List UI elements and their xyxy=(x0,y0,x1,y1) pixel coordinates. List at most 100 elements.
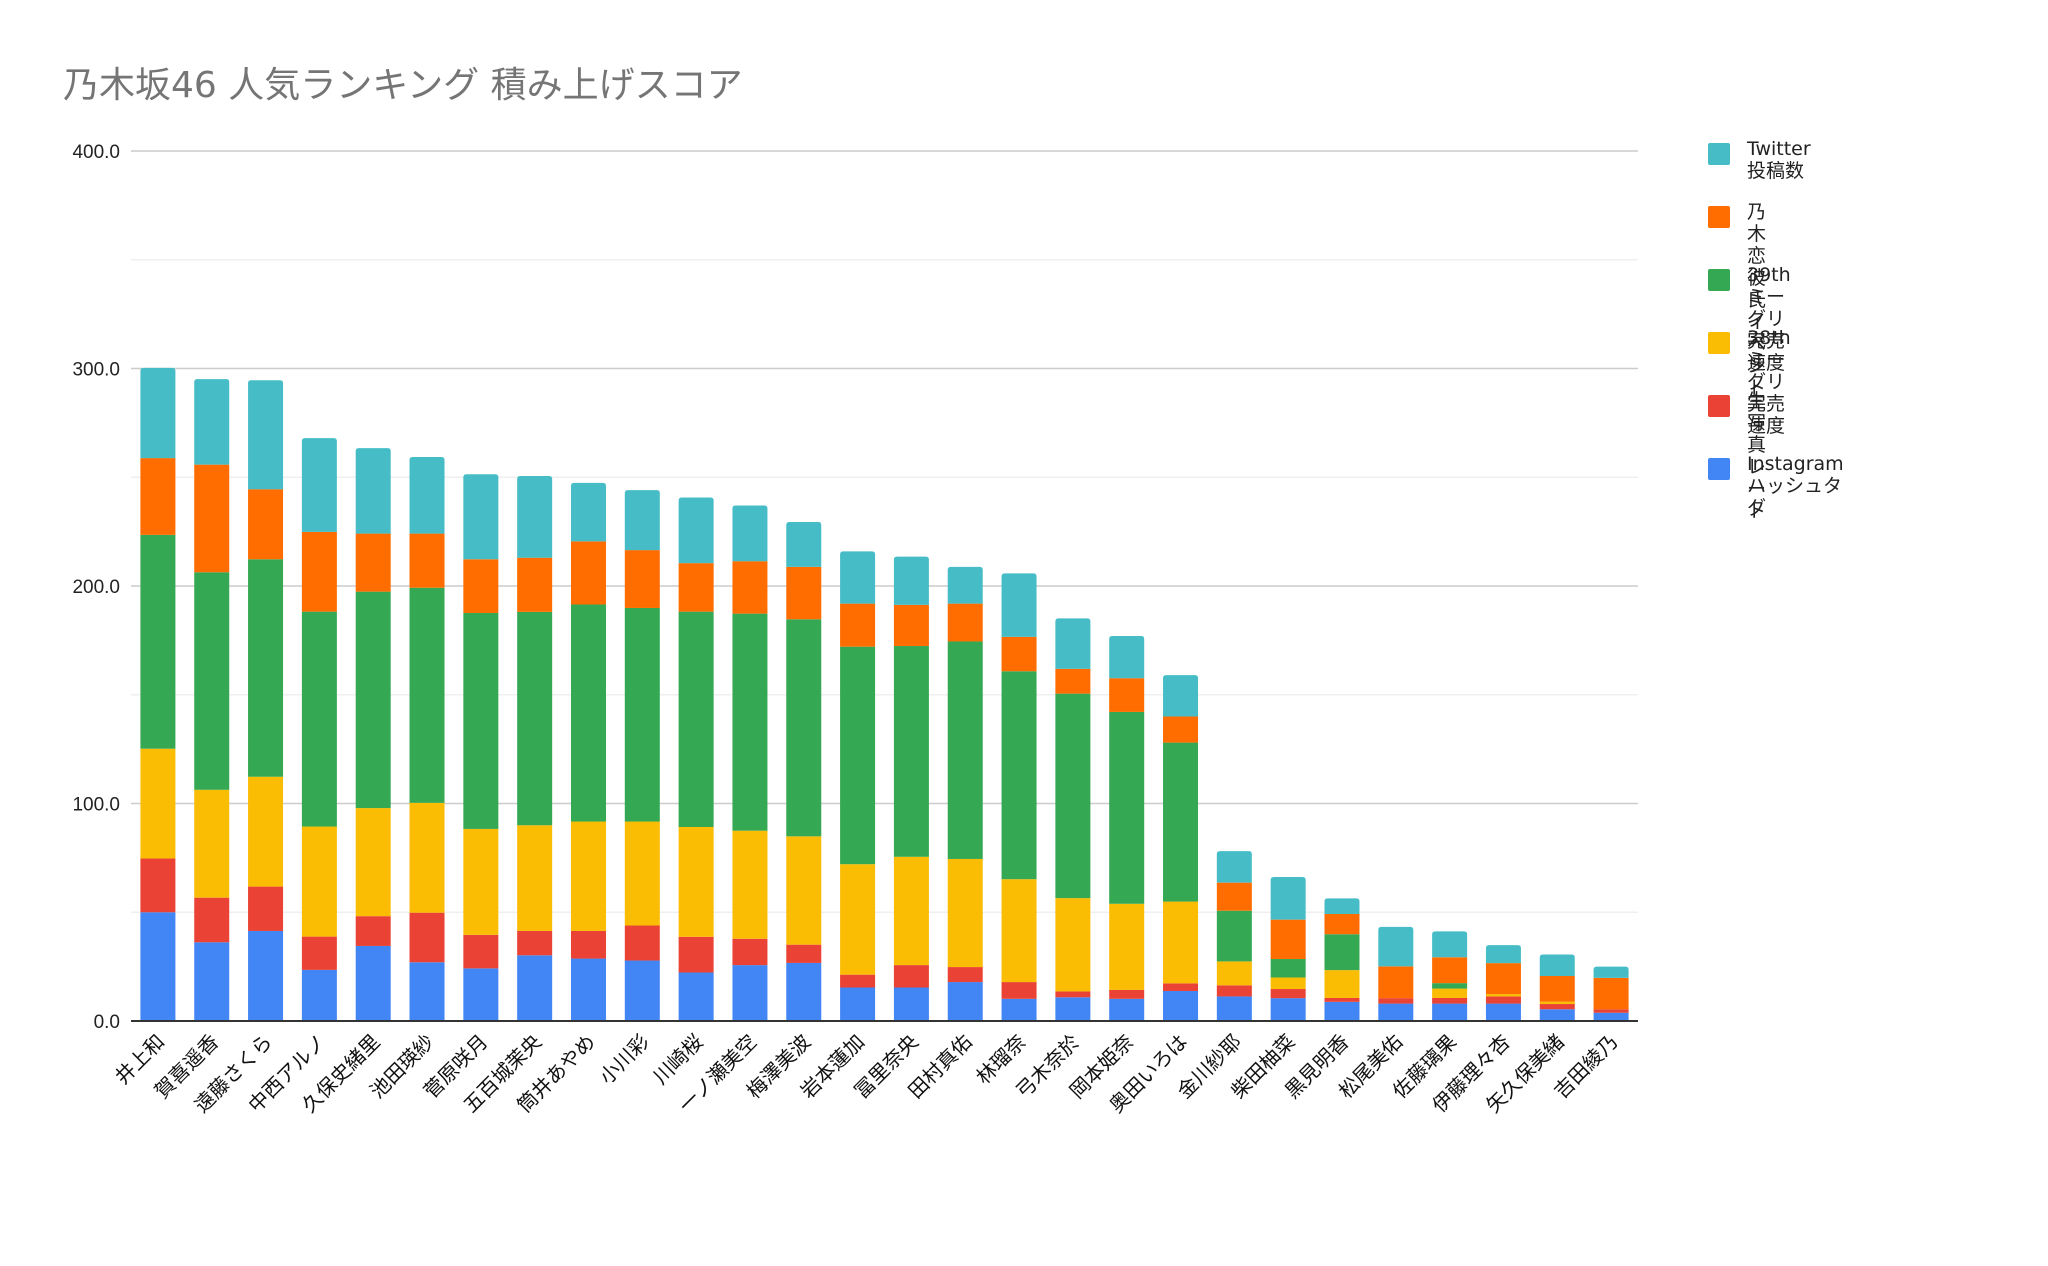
bar-stack xyxy=(463,474,499,1021)
bar-segment xyxy=(517,825,553,931)
bar-segment xyxy=(355,591,391,809)
bar-stack xyxy=(1378,926,1414,1021)
legend-label: 39th ミーグリ完売速度 xyxy=(1747,264,1791,374)
bar-segment xyxy=(678,497,714,564)
bar-segment xyxy=(1109,678,1145,712)
bar-segment xyxy=(1539,954,1575,976)
bar-segment xyxy=(1216,961,1252,986)
bar-segment xyxy=(840,974,876,988)
bar-segment xyxy=(786,619,822,837)
bar-segment xyxy=(840,864,876,975)
bar-segment xyxy=(947,566,983,604)
bar-segment xyxy=(570,930,606,959)
bar-stack xyxy=(786,522,822,1021)
bar-segment xyxy=(301,826,337,937)
bar-stack xyxy=(1109,636,1145,1021)
bar-stack xyxy=(624,490,660,1021)
bar-segment xyxy=(1109,636,1145,679)
bar-segment xyxy=(570,482,606,542)
bar-segment xyxy=(409,533,445,588)
y-tick-label: 100.0 xyxy=(72,795,120,816)
bar-segment xyxy=(409,802,445,913)
legend-label: Instagram ハッシュタグ xyxy=(1747,453,1844,519)
bar-segment xyxy=(1163,983,1199,991)
bar-segment xyxy=(893,556,929,605)
chart-title: 乃木坂46 人気ランキング 積み上げスコア xyxy=(63,65,743,106)
bar-segment xyxy=(1378,998,1414,1004)
bar-segment xyxy=(1432,1003,1468,1021)
bar-segment xyxy=(355,448,391,534)
y-tick-label: 400.0 xyxy=(72,142,120,163)
bar-segment xyxy=(409,912,445,963)
bar-stack xyxy=(248,380,284,1021)
bar-stack xyxy=(570,482,606,1021)
bar-stack xyxy=(1432,931,1468,1021)
bar-segment xyxy=(517,475,553,558)
bar-segment xyxy=(140,458,176,535)
bar-segment xyxy=(517,611,553,826)
bar-segment xyxy=(624,550,660,608)
bar-segment xyxy=(1270,977,1306,990)
bar-segment xyxy=(840,646,876,865)
bar-segment xyxy=(248,776,284,887)
bar-segment xyxy=(732,561,768,614)
x-tick-label: 小川彩 xyxy=(594,1030,653,1089)
bar-segment xyxy=(1485,996,1521,1004)
bar-segment xyxy=(301,438,337,532)
bar-segment xyxy=(1378,1003,1414,1021)
bar-segment xyxy=(732,830,768,939)
bar-stack xyxy=(140,367,176,1021)
bar-segment xyxy=(893,646,929,857)
bar-segment xyxy=(893,965,929,988)
bar-segment xyxy=(1001,573,1037,637)
bar-segment xyxy=(194,464,230,573)
bar-segment xyxy=(1593,1009,1629,1013)
bar-segment xyxy=(194,379,230,465)
bar-segment xyxy=(194,572,230,790)
bar-segment xyxy=(1593,966,1629,978)
bar-segment xyxy=(732,505,768,562)
bar-segment xyxy=(1109,711,1145,904)
legend-swatch xyxy=(1708,395,1730,417)
legend-label: 乃木恋 彼氏イベント xyxy=(1747,201,1767,399)
bar-segment xyxy=(678,611,714,827)
bar-segment xyxy=(1216,985,1252,997)
bar-segment xyxy=(248,559,284,777)
bar-segment xyxy=(463,828,499,935)
bar-segment xyxy=(1163,990,1199,1021)
bar-segment xyxy=(409,457,445,534)
bar-segment xyxy=(732,938,768,966)
bar-segment xyxy=(1324,934,1360,971)
bar-segment xyxy=(1324,1001,1360,1021)
bar-stack xyxy=(947,566,983,1021)
bar-segment xyxy=(1109,989,1145,999)
bar-segment xyxy=(624,821,660,926)
bar-segment xyxy=(1593,1012,1629,1021)
bar-segment xyxy=(1485,963,1521,995)
bar-segment xyxy=(1485,994,1521,997)
bar-segment xyxy=(1055,898,1091,992)
bar-segment xyxy=(786,836,822,945)
bar-segment xyxy=(140,858,176,913)
bar-segment xyxy=(301,531,337,612)
bar-segment xyxy=(1432,931,1468,958)
bar-segment xyxy=(947,967,983,983)
bars xyxy=(140,367,1629,1021)
bar-segment xyxy=(1270,959,1306,978)
bar-segment xyxy=(840,603,876,647)
bar-segment xyxy=(1593,977,1629,1010)
bar-segment xyxy=(194,789,230,898)
bar-segment xyxy=(947,982,983,1021)
bar-segment xyxy=(1001,998,1037,1021)
bar-segment xyxy=(463,612,499,829)
bar-segment xyxy=(1432,997,1468,1004)
bar-stack xyxy=(1539,954,1575,1021)
bar-segment xyxy=(248,380,284,490)
bar-segment xyxy=(1539,1001,1575,1005)
bar-segment xyxy=(463,559,499,613)
bar-segment xyxy=(248,489,284,560)
bar-segment xyxy=(1485,945,1521,964)
bar-segment xyxy=(463,474,499,560)
bar-segment xyxy=(1378,926,1414,967)
bar-stack xyxy=(1055,618,1091,1021)
